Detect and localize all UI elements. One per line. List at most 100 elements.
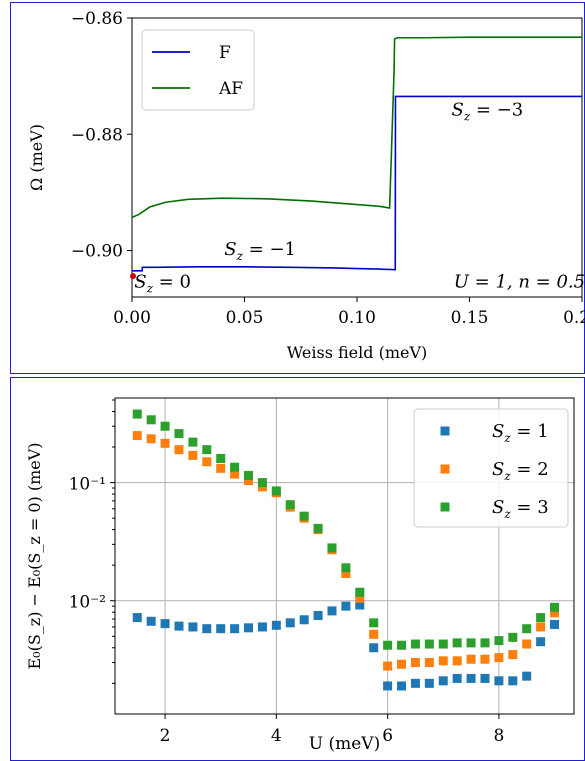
y-axis-label: Ω (meV) (27, 124, 46, 191)
x-tick-label: 0.00 (113, 308, 151, 328)
data-point-sz2 (355, 593, 365, 603)
data-point-sz2 (244, 476, 254, 486)
data-point-sz3 (160, 421, 170, 431)
legend-swatch (440, 426, 450, 436)
data-point-sz1 (313, 611, 323, 621)
data-point-sz3 (452, 638, 462, 648)
legend-swatch (440, 502, 450, 512)
annotation-label: Sz = 0 (134, 272, 191, 296)
data-point-sz1 (355, 600, 365, 610)
data-point-sz2 (341, 569, 351, 579)
data-point-sz3 (522, 624, 532, 634)
data-point-sz2 (369, 629, 379, 639)
legend-top: F AF (141, 29, 255, 111)
data-point-sz1 (202, 624, 212, 634)
y-tick-label: −0.90 (71, 242, 123, 262)
data-point-sz1 (424, 678, 434, 688)
legend-label: Sz = 1 (492, 421, 549, 445)
data-point-sz2 (174, 445, 184, 455)
legend-swatch (440, 464, 450, 474)
data-point-sz1 (508, 676, 518, 686)
data-point-sz2 (202, 457, 212, 467)
data-point-sz3 (257, 478, 267, 488)
data-point-sz1 (257, 622, 267, 632)
legend-label: Sz = 2 (492, 459, 549, 483)
data-point-sz3 (508, 632, 518, 642)
data-point-sz1 (299, 615, 309, 625)
data-point-sz3 (132, 409, 142, 419)
data-point-sz2 (466, 654, 476, 664)
data-point-sz2 (452, 656, 462, 666)
data-point-sz3 (480, 638, 490, 648)
data-point-sz1 (188, 622, 198, 632)
annotation-label: Sz = −3 (452, 100, 524, 124)
data-point-sz2 (508, 650, 518, 660)
data-point-sz3 (202, 445, 212, 455)
x-axis-label: U (meV) (309, 734, 380, 754)
data-point-sz2 (550, 608, 560, 618)
data-point-sz1 (369, 643, 379, 653)
x-tick-label: 0.10 (338, 308, 376, 328)
y-tick-label: −0.88 (71, 125, 123, 145)
data-point-sz3 (369, 618, 379, 628)
data-point-sz3 (397, 640, 407, 650)
data-point-sz3 (216, 453, 226, 463)
plot-area-bottom (114, 397, 575, 715)
x-tick-label: 8 (493, 726, 504, 746)
annotation-label: Sz = −1 (224, 239, 296, 263)
data-point-sz1 (397, 681, 407, 691)
data-point-sz2 (132, 431, 142, 441)
legend-label: F (219, 43, 231, 63)
data-point-sz3 (146, 415, 156, 425)
series-line-af (132, 36, 582, 219)
data-point-sz2 (438, 656, 448, 666)
legend-label: Sz = 3 (492, 497, 549, 521)
data-point-sz2 (397, 659, 407, 669)
y-tick-label: −0.86 (71, 9, 123, 29)
data-point-sz2 (230, 469, 240, 479)
y-tick-label: 10⁻¹ (69, 475, 106, 495)
data-point-sz2 (146, 434, 156, 444)
x-axis-label: Weiss field (meV) (287, 343, 428, 362)
data-point-sz1 (438, 676, 448, 686)
data-point-sz3 (424, 639, 434, 649)
data-point-sz2 (216, 463, 226, 473)
data-point-sz3 (174, 429, 184, 439)
data-point-sz1 (452, 673, 462, 683)
data-point-sz3 (313, 523, 323, 533)
data-point-sz3 (271, 486, 281, 496)
data-point-sz2 (424, 658, 434, 668)
data-point-sz1 (466, 673, 476, 683)
x-tick-label: 4 (271, 726, 282, 746)
data-point-sz2 (188, 450, 198, 460)
data-point-sz2 (160, 438, 170, 448)
data-point-sz3 (285, 500, 295, 510)
data-point-sz1 (341, 601, 351, 611)
data-point-sz2 (480, 654, 490, 664)
data-point-sz1 (494, 676, 504, 686)
data-point-sz1 (285, 618, 295, 628)
data-point-sz3 (299, 511, 309, 521)
data-point-sz3 (466, 638, 476, 648)
data-point-sz1 (160, 619, 170, 629)
y-axis-label: E₀(S_z) − E₀(S_z = 0) (meV) (25, 442, 44, 669)
data-point-sz2 (383, 661, 393, 671)
data-point-sz2 (410, 658, 420, 668)
data-point-sz2 (536, 622, 546, 632)
series-line-f (132, 95, 582, 272)
x-tick-label: 0.05 (226, 308, 264, 328)
data-point-sz1 (230, 624, 240, 634)
data-point-sz3 (550, 602, 560, 612)
data-point-sz3 (494, 636, 504, 646)
chart-top: 0.00 0.05 0.10 0.15 0.20 −0.86 −0.88 −0.90 Weiss… (27, 9, 585, 362)
data-point-sz1 (410, 678, 420, 688)
annotation-label: U = 1, n = 0.5 (454, 272, 585, 293)
data-point-sz1 (174, 621, 184, 631)
data-point-sz3 (230, 462, 240, 472)
x-tick-label: 0.20 (563, 308, 585, 328)
legend-box (141, 29, 255, 111)
data-point-sz3 (327, 543, 337, 553)
data-point-sz3 (383, 640, 393, 650)
